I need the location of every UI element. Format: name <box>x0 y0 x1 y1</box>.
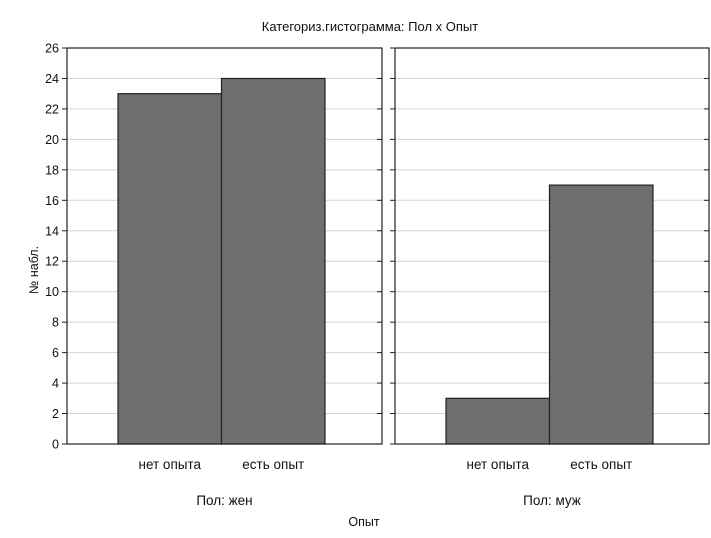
panels-layer: нет опыта есть опыт0246810121416182022242… <box>45 42 710 508</box>
y-tick-label: 6 <box>52 346 59 360</box>
y-tick-label: 22 <box>45 102 59 116</box>
y-tick-label: 10 <box>45 285 59 299</box>
y-axis-label: № набл. <box>27 246 41 294</box>
panel-label: Пол: муж <box>523 493 581 508</box>
bar-has-experience <box>548 184 654 445</box>
chart-title: Категориз.гистограмма: Пол x Опыт <box>262 19 478 34</box>
x-tick-label: есть опыт <box>570 457 632 472</box>
panel-label: Пол: жен <box>196 493 252 508</box>
y-tick-label: 12 <box>45 255 59 269</box>
y-tick-label: 26 <box>45 42 59 56</box>
x-tick-label: есть опыт <box>242 457 304 472</box>
bar-no-experience <box>117 93 223 445</box>
y-tick-label: 24 <box>45 72 59 86</box>
y-tick-label: 20 <box>45 133 59 147</box>
y-tick-label: 18 <box>45 163 59 177</box>
plot-frame <box>66 47 383 445</box>
bar-no-experience <box>445 397 551 445</box>
x-tick-label: нет опыта <box>466 457 529 472</box>
x-axis-label: Опыт <box>348 515 379 529</box>
y-tick-label: 2 <box>52 407 59 421</box>
y-tick-label: 14 <box>45 224 59 238</box>
y-tick-label: 0 <box>52 438 59 452</box>
plot-frame <box>394 47 710 445</box>
x-tick-label: нет опыта <box>138 457 201 472</box>
panel-1: нет опыта есть опыт0246810121416182022242… <box>45 42 383 508</box>
y-tick-label: 16 <box>45 194 59 208</box>
y-tick-label: 4 <box>52 377 59 391</box>
bar-has-experience <box>220 77 326 445</box>
y-tick-label: 8 <box>52 316 59 330</box>
panel-2: нет опыта есть опыт Пол: муж <box>390 47 710 508</box>
